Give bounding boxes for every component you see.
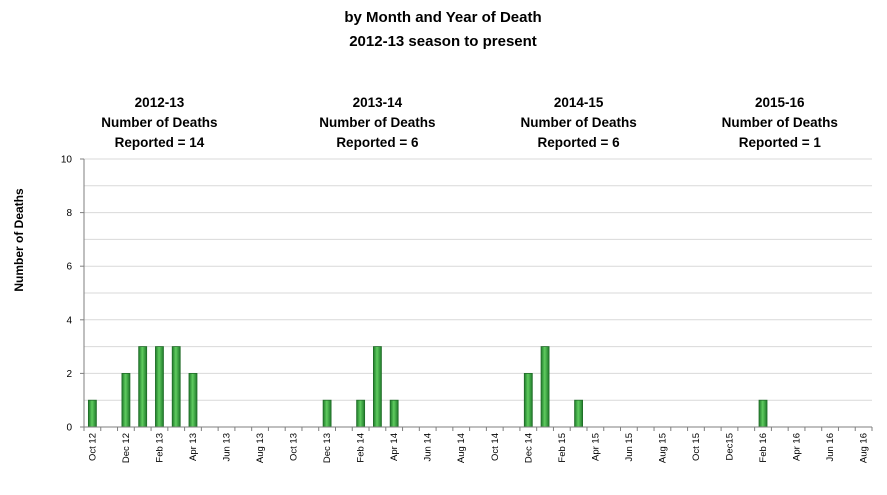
x-tick-label: Dec 12 (121, 433, 132, 463)
season-annotation-line: Reported = 6 (336, 135, 419, 150)
x-tick-label: Feb 16 (758, 433, 769, 463)
bar-jan-15 (540, 346, 550, 428)
season-annotation-line: Number of Deaths (319, 115, 435, 130)
y-tick-label: 10 (61, 155, 73, 166)
season-annotation-line: Reported = 6 (538, 135, 621, 150)
x-tick-label: Jun 15 (624, 433, 635, 462)
bar-feb-13 (155, 346, 164, 428)
bars (87, 346, 768, 428)
x-tick-label: Dec15 (724, 433, 735, 460)
x-tick-labels: Oct 12 Dec 12 Feb 13 Apr 13 Jun 13 Aug 13 Oct … (87, 433, 869, 463)
x-tick-label: Dec 13 (322, 433, 333, 463)
season-annotation-line: 2014-15 (554, 95, 604, 110)
bar-dec-13 (322, 399, 332, 428)
x-tick-label: Apr 14 (389, 433, 400, 461)
x-tick-label: Jun 13 (222, 433, 233, 462)
x-tick-label: Oct 13 (289, 433, 300, 461)
y-tick-label: 8 (66, 208, 72, 219)
x-tick-label: Aug 14 (456, 433, 467, 463)
x-tick-label: Oct 15 (691, 433, 702, 461)
season-annotation-line: 2012-13 (135, 95, 185, 110)
season-annotation-line: 2015-16 (755, 95, 805, 110)
y-tick-label: 0 (66, 423, 72, 434)
chart-title-line: by Month and Year of Death (344, 9, 541, 26)
x-tick-label: Jun 16 (825, 433, 836, 462)
bar-apr-13 (188, 372, 198, 428)
y-axis-title: Number of Deaths (12, 188, 26, 292)
chart-title: by Month and Year of Death 2012-13 season… (344, 9, 541, 50)
bar-mar-14 (373, 346, 382, 428)
season-annotation-line: 2013-14 (353, 95, 403, 110)
x-tick-label: Aug 13 (255, 433, 266, 463)
bar-dec-14 (523, 372, 533, 428)
y-tick-label: 2 (66, 369, 72, 380)
bar-apr-14 (389, 399, 399, 428)
season-annotation-line: Number of Deaths (722, 115, 838, 130)
season-annotation-line: Reported = 14 (115, 135, 205, 150)
bar-mar-13 (171, 346, 181, 428)
bar-feb-14 (356, 399, 366, 428)
bar-oct-12 (87, 399, 97, 428)
x-tick-label: Oct 12 (87, 433, 98, 461)
x-tick-label: Dec 14 (523, 433, 534, 463)
x-tick-label: Feb 13 (154, 433, 165, 463)
bar-mar-15 (574, 399, 583, 428)
axes (80, 158, 873, 431)
x-tick-label: Apr 15 (590, 433, 601, 461)
season-annotation-line: Number of Deaths (101, 115, 217, 130)
y-tick-labels: 0 2 4 6 8 10 (61, 155, 73, 434)
bar-feb-16 (758, 399, 768, 428)
season-annotation-line: Reported = 1 (739, 135, 822, 150)
bar-jan-13 (138, 346, 148, 428)
x-tick-label: Feb 14 (356, 433, 367, 463)
x-tick-label: Oct 14 (490, 433, 501, 461)
bar-dec-12 (121, 372, 131, 428)
gridlines (84, 158, 872, 401)
season-annotation-line: Number of Deaths (520, 115, 636, 130)
y-tick-label: 4 (66, 315, 72, 326)
y-tick-label: 6 (66, 262, 72, 273)
x-tick-label: Apr 13 (188, 433, 199, 461)
x-tick-label: Aug 15 (657, 433, 668, 463)
x-tick-label: Aug 16 (859, 433, 870, 463)
season-annotations: 2012-13 Number of Deaths Reported = 14 2013… (101, 95, 838, 150)
x-tick-label: Apr 16 (792, 433, 803, 461)
x-tick-label: Jun 14 (423, 433, 434, 462)
x-tick-label: Feb 15 (557, 433, 568, 463)
chart-title-line: 2012-13 season to present (349, 33, 537, 50)
